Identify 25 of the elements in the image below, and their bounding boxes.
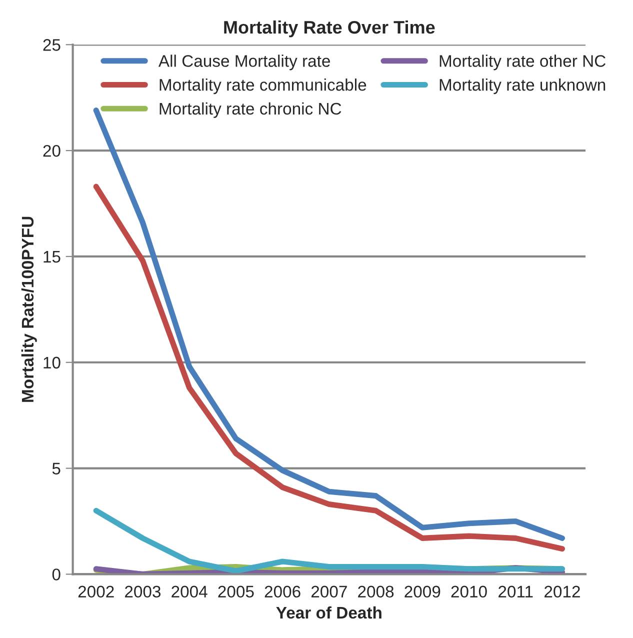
legend-label: Mortality rate unknown [440, 78, 606, 94]
x-axis-title: Year of Death [276, 606, 382, 619]
x-tick-label: 2011 [498, 586, 533, 598]
x-tick-label: 2012 [544, 586, 580, 598]
x-tick-label: 2003 [125, 586, 161, 598]
y-tick-label: 15 [44, 251, 60, 263]
x-tick-label: 2007 [311, 586, 347, 598]
legend-label: Mortality rate other NC [440, 54, 606, 70]
y-tick-label: 20 [43, 144, 60, 157]
x-tick-label: 2010 [451, 586, 487, 598]
x-tick-label: 2002 [78, 586, 114, 598]
x-tick-label: 2009 [404, 586, 440, 598]
x-tick-label: 2008 [358, 586, 394, 598]
y-tick-label: 10 [44, 356, 60, 369]
x-tick-label: 2006 [264, 586, 300, 598]
legend-label: All Cause Mortality rate [158, 54, 330, 70]
y-tick-label: 5 [52, 462, 60, 474]
y-tick-label: 0 [52, 568, 60, 580]
y-axis-title: Mortality Rate/100PYFU [21, 216, 37, 402]
x-tick-label: 2005 [218, 586, 254, 598]
x-tick-label: 2004 [172, 586, 208, 598]
legend-label: Mortality rate communicable [160, 78, 366, 94]
chart-title: Mortality Rate Over Time [224, 20, 435, 38]
legend-label: Mortality rate chronic NC [160, 102, 342, 118]
y-tick-label: 25 [43, 39, 60, 51]
